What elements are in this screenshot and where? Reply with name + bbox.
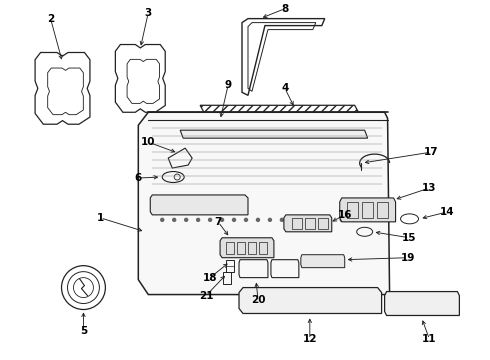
Polygon shape: [138, 112, 390, 294]
Circle shape: [317, 219, 319, 221]
Text: 13: 13: [422, 183, 437, 193]
Polygon shape: [301, 255, 345, 268]
Circle shape: [352, 219, 355, 221]
Polygon shape: [239, 288, 382, 314]
Circle shape: [293, 219, 295, 221]
Circle shape: [256, 219, 260, 221]
Polygon shape: [180, 130, 368, 138]
Circle shape: [304, 219, 307, 221]
Circle shape: [340, 219, 343, 221]
Circle shape: [364, 219, 367, 221]
Text: 4: 4: [281, 84, 289, 93]
Polygon shape: [284, 215, 332, 232]
Text: 2: 2: [47, 14, 54, 24]
Circle shape: [185, 219, 188, 221]
Text: 12: 12: [302, 334, 317, 345]
Circle shape: [245, 219, 247, 221]
Polygon shape: [220, 238, 274, 258]
Circle shape: [233, 219, 236, 221]
Circle shape: [280, 219, 283, 221]
Text: 8: 8: [281, 4, 289, 14]
Circle shape: [161, 219, 164, 221]
Text: 19: 19: [400, 253, 415, 263]
Polygon shape: [385, 292, 460, 315]
Text: 5: 5: [80, 327, 87, 336]
Text: 15: 15: [402, 233, 417, 243]
Circle shape: [269, 219, 271, 221]
Circle shape: [328, 219, 331, 221]
Text: 14: 14: [440, 207, 455, 217]
Text: 7: 7: [215, 217, 222, 227]
Text: 1: 1: [97, 213, 104, 223]
Text: 18: 18: [203, 273, 218, 283]
Circle shape: [209, 219, 212, 221]
Text: 20: 20: [251, 294, 265, 305]
Text: 6: 6: [135, 173, 142, 183]
Text: 9: 9: [224, 80, 232, 90]
Text: 10: 10: [141, 137, 155, 147]
Circle shape: [196, 219, 199, 221]
Text: 21: 21: [199, 291, 213, 301]
Text: 11: 11: [422, 334, 437, 345]
Circle shape: [220, 219, 223, 221]
Text: 17: 17: [424, 147, 439, 157]
Polygon shape: [150, 195, 248, 215]
Text: 16: 16: [338, 210, 352, 220]
Circle shape: [172, 219, 176, 221]
Polygon shape: [340, 198, 395, 222]
Text: 3: 3: [145, 8, 152, 18]
